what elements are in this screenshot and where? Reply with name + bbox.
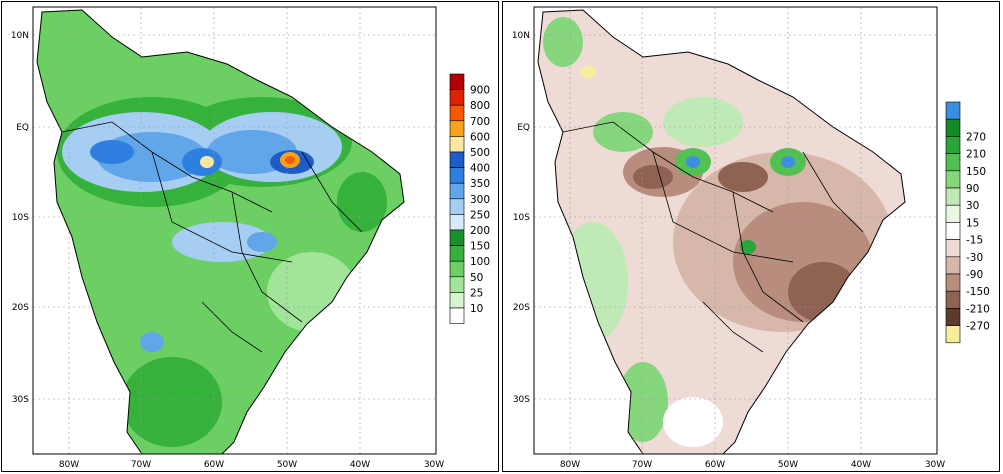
legend-label: 50: [470, 272, 483, 284]
legend-label: 10: [470, 303, 483, 315]
legend-label: 600: [470, 131, 490, 143]
legend-swatch: [945, 308, 961, 326]
legend-swatch: [449, 307, 465, 324]
precipitation-map-panel: 80W 70W 60W 50W 40W 30W 10N EQ 10S 20S 3…: [1, 1, 499, 472]
legend-label: 250: [470, 209, 490, 221]
legend-label: 200: [470, 225, 490, 237]
map-plot-area: [534, 7, 937, 454]
legend-swatch: [945, 256, 961, 275]
legend-swatch: [945, 273, 961, 292]
legend-swatch: [449, 292, 465, 309]
legend-label: 800: [470, 100, 490, 112]
legend-swatch: [945, 187, 961, 206]
legend-label: 400: [470, 163, 490, 175]
legend-swatch: [945, 136, 961, 154]
x-tick-label: 70W: [632, 460, 652, 470]
legend-label: 300: [470, 194, 490, 206]
legend-swatch: [945, 290, 961, 309]
y-tick-label: 30S: [513, 395, 530, 405]
legend-swatch: [945, 118, 961, 137]
legend-swatch: [945, 101, 961, 120]
legend-swatch: [449, 151, 465, 168]
legend-label: 25: [470, 287, 483, 299]
x-tick-label: 40W: [851, 460, 871, 470]
y-tick-label: 30S: [12, 395, 29, 405]
legend-label: 30: [966, 200, 979, 212]
legend-swatch: [449, 245, 465, 262]
color-legend: 270 210 150 90 30 15 -15 -30 -90 -150 -210 -270: [945, 101, 990, 344]
legend-swatch: [945, 222, 961, 240]
legend-swatch: [945, 325, 961, 344]
legend-label: 350: [470, 178, 490, 190]
x-tick-label: 60W: [204, 460, 224, 470]
legend-swatch: [449, 276, 465, 293]
x-tick-label: 80W: [59, 460, 79, 470]
legend-swatch: [945, 239, 961, 258]
x-tick-label: 80W: [560, 460, 580, 470]
legend-label: 270: [966, 131, 986, 143]
legend-label: 100: [470, 256, 490, 268]
legend-label: -15: [966, 235, 983, 247]
y-tick-label: EQ: [517, 123, 530, 133]
x-tick-label: 50W: [778, 460, 798, 470]
x-tick-label: 30W: [424, 460, 444, 470]
anomaly-map: 80W 70W 60W 50W 40W 30W 10N EQ 10S 20S 3…: [512, 6, 990, 470]
y-tick-label: 20S: [513, 303, 530, 313]
legend-label: -270: [966, 321, 990, 333]
legend-swatch: [449, 198, 465, 215]
legend-label: 500: [470, 147, 490, 159]
y-axis-ticks: 10N EQ 10S 20S 30S: [11, 31, 29, 405]
legend-swatch: [449, 104, 465, 122]
y-tick-label: 10N: [11, 31, 29, 41]
legend-label: 15: [966, 217, 979, 229]
x-tick-label: 70W: [131, 460, 151, 470]
legend-swatch: [449, 136, 465, 153]
x-tick-label: 60W: [705, 460, 725, 470]
legend-label: -150: [966, 286, 990, 298]
x-tick-label: 30W: [925, 460, 945, 470]
legend-swatch: [449, 229, 465, 246]
legend-label: 700: [470, 116, 490, 128]
legend-swatch: [449, 260, 465, 278]
legend-label: 150: [966, 166, 986, 178]
legend-label: 150: [470, 241, 490, 253]
y-tick-label: 10N: [512, 31, 530, 41]
legend-swatch: [945, 204, 961, 223]
legend-label: -90: [966, 269, 983, 281]
legend-label: 900: [470, 85, 490, 97]
y-tick-label: 10S: [513, 213, 530, 223]
color-legend: 900 800 700 600 500 400 350 300 250 200 150 100 50 25…: [449, 73, 490, 324]
y-tick-label: 10S: [12, 213, 29, 223]
precipitation-map: 80W 70W 60W 50W 40W 30W 10N EQ 10S 20S 3…: [11, 6, 490, 470]
legend-swatch: [449, 182, 465, 200]
x-axis-ticks: 80W 70W 60W 50W 40W 30W: [560, 460, 945, 470]
legend-label: -30: [966, 252, 983, 264]
legend-swatch: [449, 214, 465, 231]
legend-label: 90: [966, 183, 979, 195]
y-tick-label: EQ: [16, 123, 29, 133]
legend-swatch: [449, 89, 465, 106]
anomaly-map-panel: 80W 70W 60W 50W 40W 30W 10N EQ 10S 20S 3…: [502, 1, 1000, 472]
legend-swatch: [449, 73, 465, 90]
legend-label: 210: [966, 149, 986, 161]
y-tick-label: 20S: [12, 303, 29, 313]
map-plot-area: [33, 7, 436, 454]
legend-label: -210: [966, 303, 990, 315]
legend-swatch: [449, 167, 465, 184]
x-axis-ticks: 80W 70W 60W 50W 40W 30W: [59, 460, 444, 470]
x-tick-label: 50W: [277, 460, 297, 470]
legend-swatch: [945, 153, 961, 172]
legend-swatch: [945, 170, 961, 189]
legend-swatch: [449, 120, 465, 137]
x-tick-label: 40W: [350, 460, 370, 470]
y-axis-ticks: 10N EQ 10S 20S 30S: [512, 31, 530, 405]
